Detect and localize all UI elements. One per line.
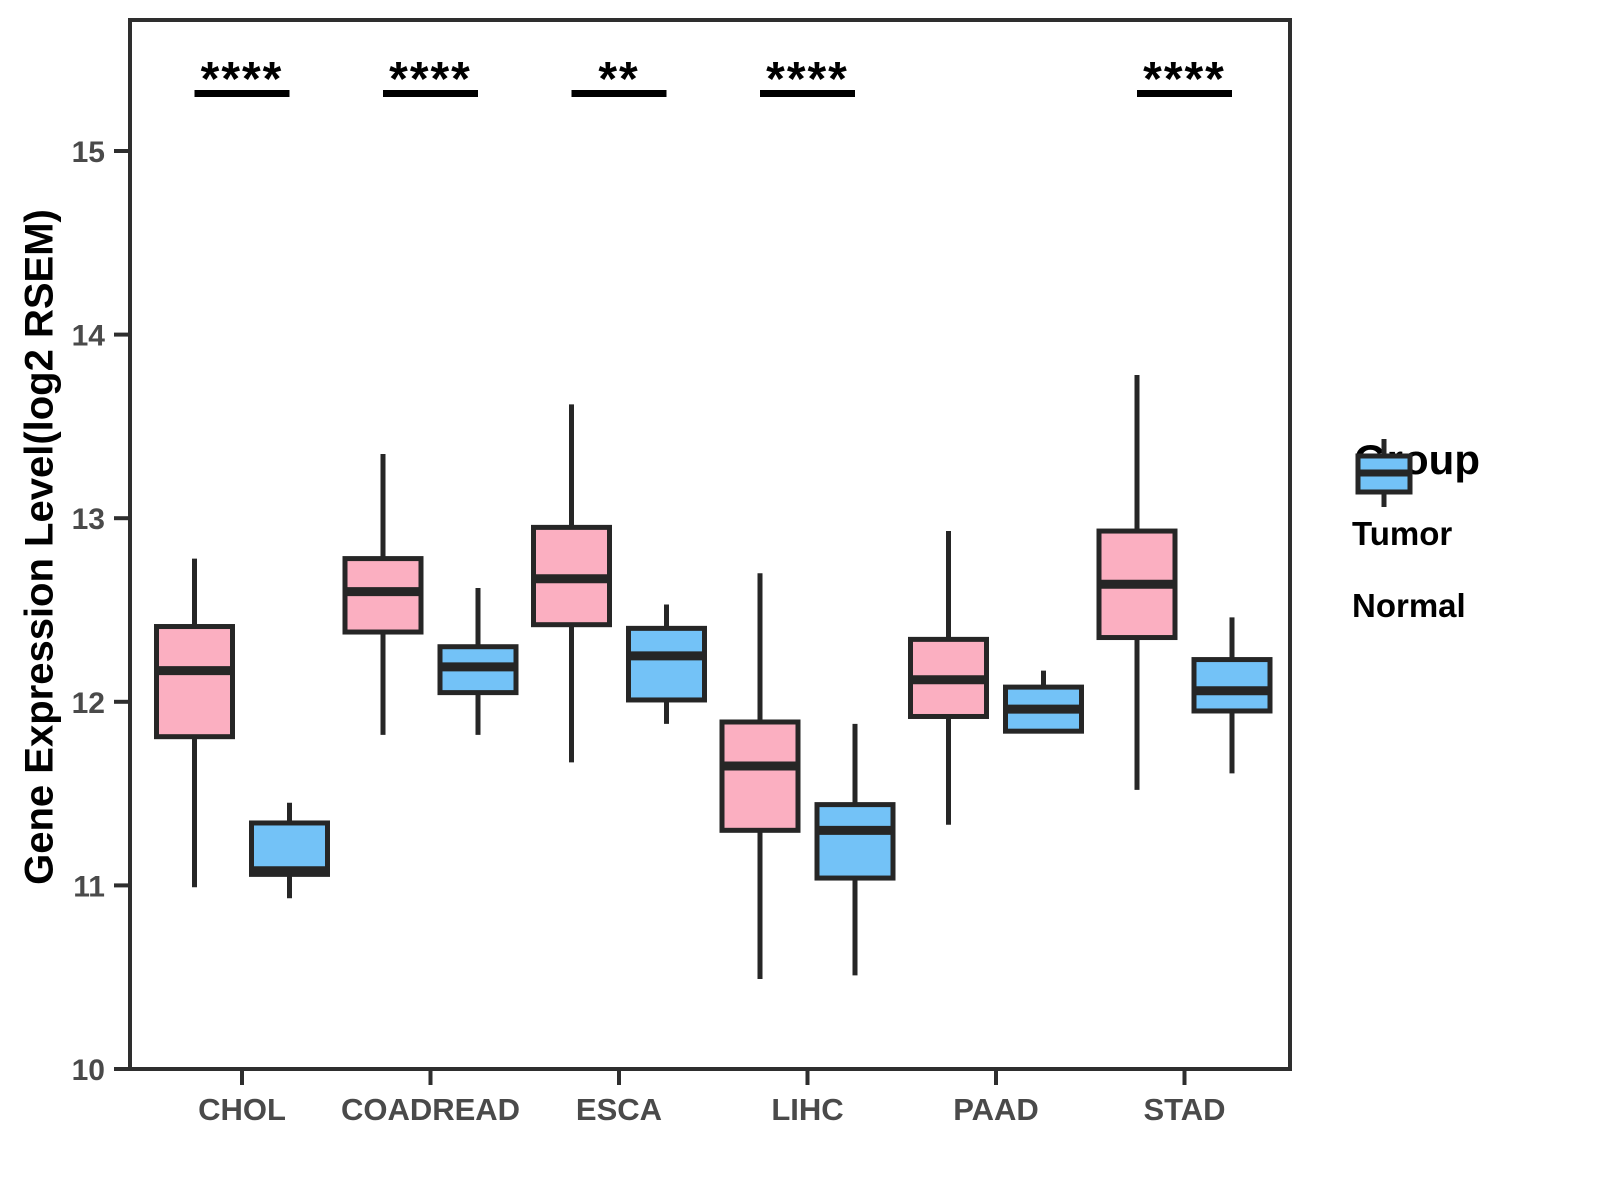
legend-label-tumor: Tumor	[1352, 515, 1453, 552]
x-tick-label: COADREAD	[341, 1092, 520, 1127]
significance-bar-COADREAD	[383, 90, 478, 97]
legend: Group Tumor Normal	[1352, 436, 1480, 642]
y-tick-label: 12	[72, 687, 105, 720]
box-Normal-STAD	[1191, 657, 1273, 714]
box-Normal-CHOL	[249, 820, 330, 877]
box-Normal-ESCA	[626, 625, 707, 703]
x-tick-label: ESCA	[576, 1092, 662, 1127]
significance-stars-ESCA: **	[598, 53, 639, 106]
x-tick-label: STAD	[1143, 1092, 1225, 1127]
y-tick-label: 15	[72, 136, 105, 169]
significance-bar-LIHC	[760, 90, 855, 97]
y-tick-label: 14	[72, 320, 106, 353]
box-Tumor-CHOL	[154, 624, 235, 740]
significance-stars-LIHC: ****	[766, 53, 849, 106]
plot-border	[128, 18, 1292, 1071]
significance-stars-CHOL: ****	[201, 53, 284, 106]
significance-bar-ESCA	[571, 90, 667, 97]
significance-stars-STAD: ****	[1143, 53, 1226, 106]
y-tick-label: 13	[72, 503, 105, 536]
significance-bar-CHOL	[194, 90, 290, 97]
y-tick-label: 10	[72, 1054, 105, 1087]
x-tick-label: CHOL	[198, 1092, 286, 1127]
x-tick-label: LIHC	[771, 1092, 843, 1127]
x-tick-label: PAAD	[953, 1092, 1039, 1127]
box-Normal-LIHC	[814, 802, 896, 881]
significance-stars-COADREAD: ****	[389, 53, 472, 106]
legend-entry-normal: Normal	[1352, 439, 1480, 642]
boxplot-key-icon	[1355, 439, 1413, 507]
significance-bar-STAD	[1137, 90, 1232, 97]
y-tick-label: 11	[73, 870, 105, 903]
box-Tumor-LIHC	[719, 719, 801, 833]
legend-label-normal: Normal	[1352, 587, 1466, 624]
